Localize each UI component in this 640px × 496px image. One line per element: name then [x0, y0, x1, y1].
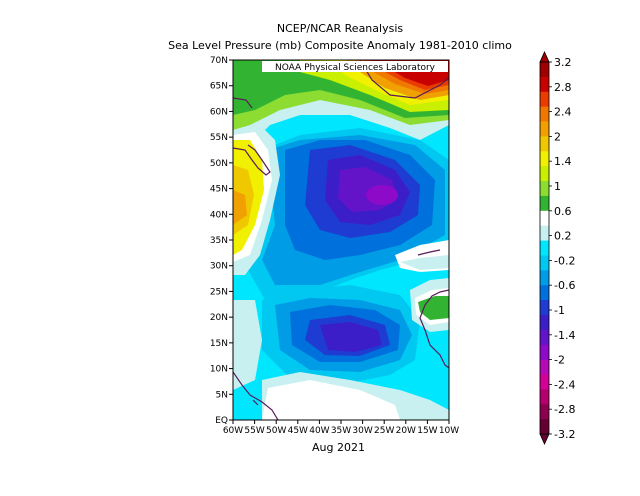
colorbar-segment	[540, 285, 549, 301]
colorbar-top-arrow	[539, 51, 550, 63]
colorbar-label: 2	[554, 130, 561, 143]
colorbar-segment	[540, 240, 549, 256]
colorbar-segment	[540, 255, 549, 271]
colorbar-label: 2.8	[554, 81, 572, 94]
lat-tick-label: 40N	[210, 210, 228, 220]
colorbar-segment	[540, 225, 549, 241]
colorbar-segment	[540, 270, 549, 286]
colorbar-segment	[540, 181, 549, 197]
colorbar-label: 0.6	[554, 205, 572, 218]
colorbar-label: 1.4	[554, 155, 572, 168]
colorbar-segment	[540, 76, 549, 93]
colorbar-label: -2.4	[554, 378, 575, 391]
colorbar-segment	[540, 419, 549, 435]
colorbar-label: -0.2	[554, 254, 575, 267]
lat-tick-label: 65N	[210, 82, 228, 92]
latitude-axis: 70N 65N 60N 55N 50N 45N 40N 35N 30N 25N 20N 15N 10N 5…	[210, 56, 233, 426]
lat-tick-label: 10N	[210, 365, 228, 375]
lat-tick-label: 60N	[210, 107, 228, 117]
lat-tick-label: 15N	[210, 339, 228, 349]
lat-tick-label: 25N	[210, 287, 228, 297]
lat-tick-label: EQ	[215, 416, 228, 426]
colorbar-label: -2.8	[554, 403, 575, 416]
colorbar-segment	[540, 389, 549, 405]
colorbar: 3.2 2.8 2.4 2 1.4 1 0.6 0.2 -0.2 -0.6 -1 -1.4 -2 -2.4…	[539, 51, 575, 445]
colorbar-label: -2	[554, 354, 565, 367]
colorbar-bottom-arrow	[539, 433, 550, 445]
colorbar-label: -1	[554, 304, 565, 317]
lon-tick-label: 40W	[309, 426, 329, 436]
colorbar-label: 3.2	[554, 56, 572, 69]
colorbar-segment	[540, 91, 549, 108]
lat-tick-label: 30N	[210, 262, 228, 272]
lon-tick-label: 35W	[331, 426, 351, 436]
colorbar-label: -3.2	[554, 428, 575, 441]
credit-label: NOAA Physical Sciences Laboratory	[275, 63, 436, 73]
lat-tick-label: 20N	[210, 313, 228, 323]
credit-box	[262, 61, 448, 72]
colorbar-segment	[540, 314, 549, 331]
colorbar-label: -0.6	[554, 279, 575, 292]
map-subtitle: Sea Level Pressure (mb) Composite Anomal…	[168, 39, 512, 52]
colorbar-frame	[539, 61, 550, 435]
map-title: NCEP/NCAR Reanalysis	[276, 22, 404, 35]
colorbar-segment	[540, 136, 549, 152]
colorbar-label: 0.2	[554, 230, 572, 243]
lon-tick-label: 15W	[417, 426, 437, 436]
colorbar-segment	[540, 359, 549, 375]
lat-tick-label: 35N	[210, 236, 228, 246]
colorbar-segment	[540, 329, 549, 346]
lon-tick-label: 60W	[223, 426, 243, 436]
period-caption: Aug 2021	[312, 441, 365, 454]
colorbar-segment	[540, 62, 549, 78]
lat-tick-label: 55N	[210, 133, 228, 143]
colorbar-segment	[540, 195, 549, 212]
lon-tick-label: 25W	[374, 426, 394, 436]
coastlines	[233, 60, 449, 420]
colorbar-label: 1	[554, 180, 561, 193]
lon-tick-label: 30W	[352, 426, 372, 436]
lat-tick-label: 5N	[216, 390, 228, 400]
lon-tick-label: 45W	[288, 426, 308, 436]
colorbar-segment	[540, 166, 549, 182]
lon-tick-label: 50W	[266, 426, 286, 436]
colorbar-segment	[540, 106, 549, 122]
longitude-axis: 60W 55W 50W 45W 40W 35W 30W 25W 20W 15W 10W	[223, 420, 459, 436]
lon-tick-label: 10W	[439, 426, 459, 436]
colorbar-label: 2.4	[554, 106, 572, 119]
lon-tick-label: 20W	[396, 426, 416, 436]
colorbar-segment	[540, 300, 549, 316]
lat-tick-label: 70N	[210, 56, 228, 66]
colorbar-label: -1.4	[554, 329, 575, 342]
colorbar-segment	[540, 151, 549, 167]
lon-tick-label: 55W	[244, 426, 264, 436]
colorbar-segment	[540, 210, 549, 227]
colorbar-segment	[540, 404, 549, 420]
lat-tick-label: 50N	[210, 159, 228, 169]
colorbar-segment	[540, 121, 549, 137]
lat-tick-label: 45N	[210, 185, 228, 195]
anomaly-field	[233, 60, 449, 420]
colorbar-segment	[540, 344, 549, 360]
colorbar-segment	[540, 374, 549, 390]
